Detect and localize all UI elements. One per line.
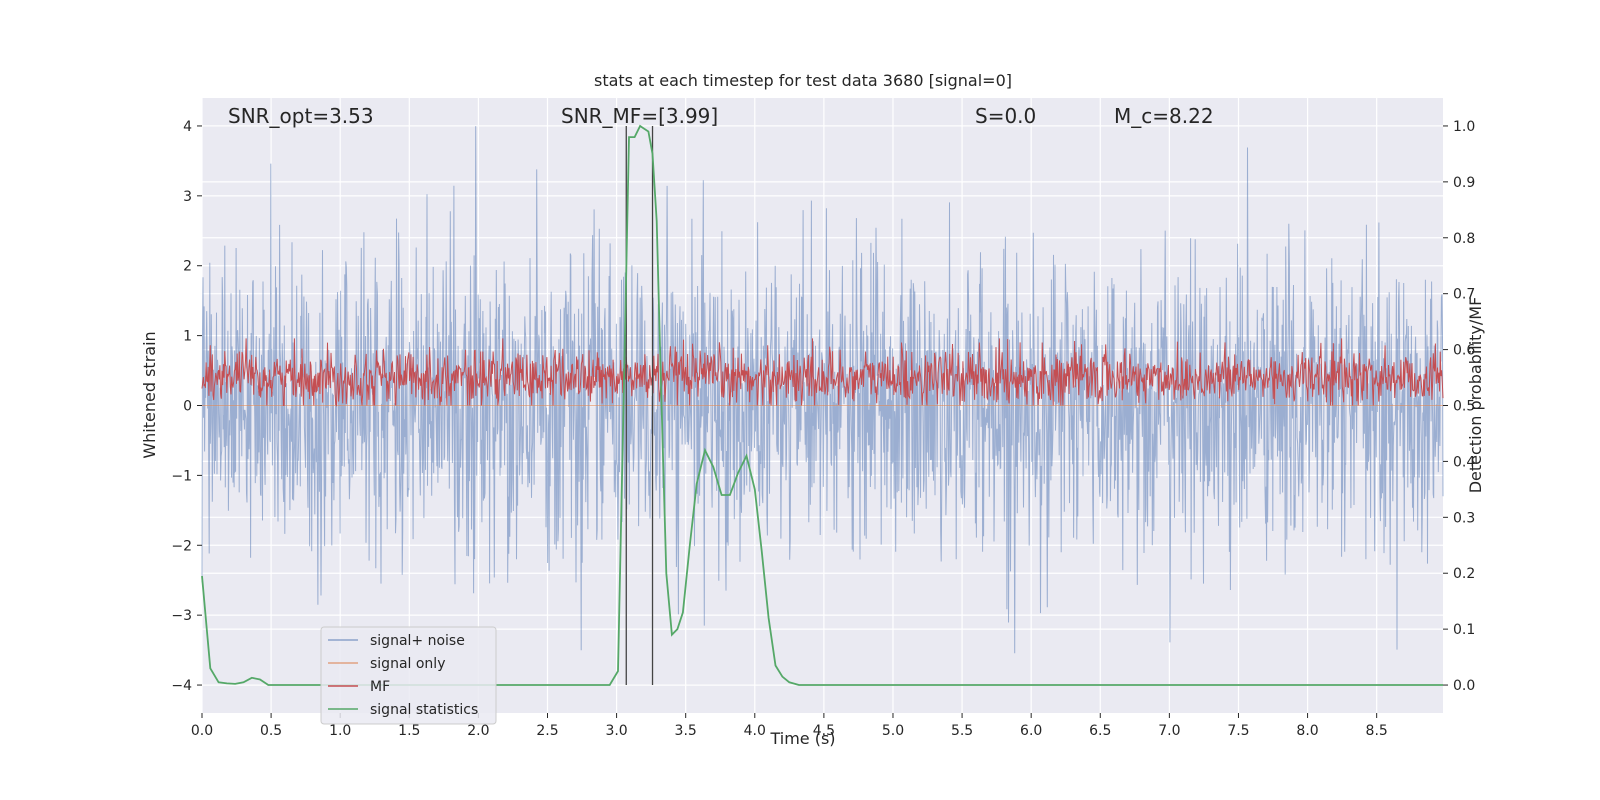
x-tick-label: 3.0 xyxy=(605,723,627,739)
y-right-tick-label: 0.2 xyxy=(1453,566,1475,582)
x-tick-label: 0.0 xyxy=(191,723,213,739)
y-right-tick-label: 0.8 xyxy=(1453,231,1475,247)
y-tick-label: −2 xyxy=(171,538,192,554)
x-tick-label: 4.0 xyxy=(744,723,766,739)
annotations: SNR_opt=3.53 SNR_MF=[3.99] S=0.0 M_c=8.2… xyxy=(228,104,1214,128)
y-tick-label: 0 xyxy=(183,399,192,415)
y-right-tick-label: 0.1 xyxy=(1453,622,1475,638)
y-tick-label: 4 xyxy=(183,119,192,135)
y-tick-label: 1 xyxy=(183,329,192,345)
annotation-mc: M_c=8.22 xyxy=(1114,104,1214,128)
series-mf xyxy=(201,338,1444,407)
legend-label-signal-only: signal only xyxy=(370,656,445,672)
annotation-s: S=0.0 xyxy=(975,104,1036,128)
y-tick-label: 2 xyxy=(183,259,192,275)
y-tick-label: −4 xyxy=(171,678,192,694)
x-tick-label: 2.5 xyxy=(536,723,558,739)
y-right-tick-label: 0.9 xyxy=(1453,175,1475,191)
axes: 0.0 0.5 1.0 1.5 2.0 2.5 3.0 3.5 4.0 4.5 5.0 5.5 6.0 6… xyxy=(171,119,1475,739)
x-tick-label: 5.5 xyxy=(951,723,973,739)
x-axis-label: Time (s) xyxy=(769,729,835,748)
y-axis-label-right: Detection probability/MF xyxy=(1466,297,1485,494)
x-tick-label: 8.0 xyxy=(1296,723,1318,739)
y-right-tick-label: 0.0 xyxy=(1453,678,1475,694)
signal-statistics-line xyxy=(201,124,1443,686)
y-axis-label: Whitened strain xyxy=(140,331,159,458)
x-tick-label: 4.5 xyxy=(813,723,835,739)
y-right-tick-label: 1.0 xyxy=(1453,119,1475,135)
x-tick-label: 7.0 xyxy=(1158,723,1180,739)
y-right-tick-label: 0.5 xyxy=(1453,399,1475,415)
legend-label-signal-statistics: signal statistics xyxy=(370,702,478,718)
annotation-snr-mf: SNR_MF=[3.99] xyxy=(561,104,718,128)
y-right-tick-label: 0.7 xyxy=(1453,287,1475,303)
y-right-tick-label: 0.4 xyxy=(1453,454,1475,470)
x-tick-label: 6.0 xyxy=(1020,723,1042,739)
y-right-tick-label: 0.6 xyxy=(1453,343,1475,359)
y-right-tick-label: 0.3 xyxy=(1453,510,1475,526)
x-tick-label: 6.5 xyxy=(1089,723,1111,739)
x-tick-label: 8.5 xyxy=(1366,723,1388,739)
vlines xyxy=(625,125,654,686)
y-tick-label: −3 xyxy=(171,608,192,624)
y-tick-label: 3 xyxy=(183,189,192,205)
legend-label-signal-noise: signal+ noise xyxy=(370,633,465,649)
legend-label-mf: MF xyxy=(370,679,390,695)
legend-box xyxy=(320,626,497,725)
x-tick-label: 1.0 xyxy=(329,723,351,739)
annotation-snr-opt: SNR_opt=3.53 xyxy=(228,104,374,128)
x-tick-label: 5.0 xyxy=(882,723,904,739)
x-tick-label: 0.5 xyxy=(260,723,282,739)
x-tick-label: 1.5 xyxy=(398,723,420,739)
series-signal-statistics xyxy=(201,124,1443,686)
chart-title: stats at each timestep for test data 368… xyxy=(594,71,1012,90)
x-tick-label: 3.5 xyxy=(675,723,697,739)
mf-line xyxy=(201,338,1444,407)
legend: signal+ noise signal only MF signal stat… xyxy=(320,626,497,725)
y-tick-label: −1 xyxy=(171,468,192,484)
x-tick-label: 2.0 xyxy=(467,723,489,739)
x-tick-label: 7.5 xyxy=(1227,723,1249,739)
